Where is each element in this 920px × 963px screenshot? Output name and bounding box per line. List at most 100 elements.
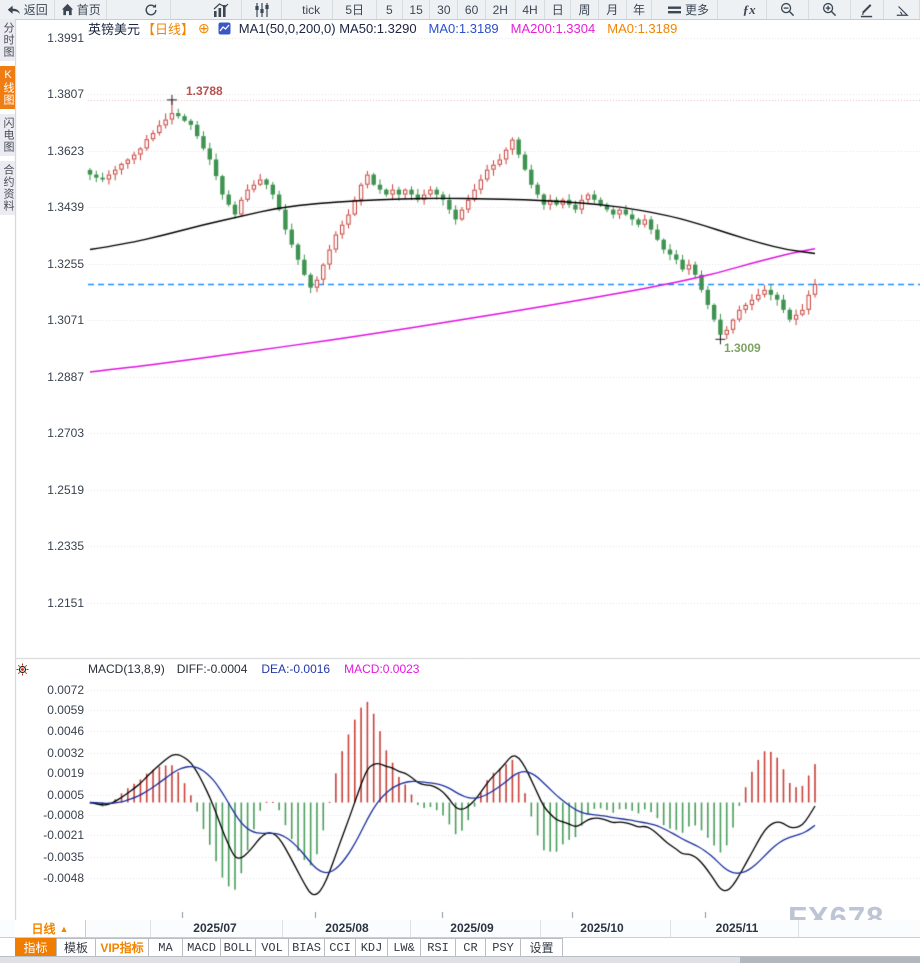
macd-axis-tick: 0.0072 xyxy=(47,683,84,697)
period-tag: 【日线】 xyxy=(142,21,195,37)
macd-axis-tick: 0.0019 xyxy=(47,765,84,780)
indicator-tab-设置[interactable]: 设置 xyxy=(521,938,563,956)
draw-icon[interactable] xyxy=(851,0,885,19)
month-separator xyxy=(798,920,799,937)
price-axis-tick: 1.3807 xyxy=(47,87,84,102)
interval-button-2H[interactable]: 2H xyxy=(486,0,516,19)
sidebar-item-闪电图[interactable]: 闪电图 xyxy=(0,114,15,156)
ma-value-label: MA0:1.3189 xyxy=(607,20,678,36)
macd-axis-tick: 0.0005 xyxy=(47,787,84,802)
indicator-settings-icon[interactable] xyxy=(16,663,29,681)
low-price-annotation: 1.3009 xyxy=(724,341,761,355)
macd-axis-tick: -0.0035 xyxy=(43,850,84,865)
macd-axis-tick: 0.0032 xyxy=(47,745,84,760)
scrollbar-thumb[interactable] xyxy=(740,957,920,963)
price-axis-tick: 1.2151 xyxy=(47,596,84,610)
home-button[interactable]: 首页 xyxy=(55,0,107,19)
bar-chart-icon[interactable] xyxy=(201,0,243,19)
macd-value-label: DIFF:-0.0004 xyxy=(176,662,248,676)
macd-value-label: MACD:0.0023 xyxy=(344,662,420,676)
price-axis-tick: 1.3623 xyxy=(47,143,84,158)
month-separator xyxy=(540,920,541,937)
macd-axis-tick: -0.0048 xyxy=(43,870,84,885)
macd-header: MACD(13,8,9) DIFF:-0.0004 DEA:-0.0016 MACD… xyxy=(88,662,419,676)
interval-button-tick[interactable]: tick xyxy=(290,0,334,19)
month-separator xyxy=(410,920,411,937)
sidebar-item-合约资料[interactable]: 合约资料 xyxy=(0,161,15,215)
indicator-tab-指标[interactable]: 指标 xyxy=(15,938,57,956)
interval-button-月[interactable]: 月 xyxy=(599,0,627,19)
ma-value-label: MA0:1.3189 xyxy=(428,20,499,36)
horizontal-scrollbar[interactable] xyxy=(0,957,920,963)
indicator-tab-MACD[interactable]: MACD xyxy=(183,938,221,956)
interval-button-日[interactable]: 日 xyxy=(545,0,572,19)
x-axis-row: 日线 ▲ 2025/07 2025/08 2025/09 2025/10 2025/11 xyxy=(0,920,920,938)
interval-button-5[interactable]: 5 xyxy=(377,0,403,19)
angle-icon[interactable] xyxy=(884,0,920,19)
interval-button-15[interactable]: 15 xyxy=(403,0,431,19)
interval-button-5日[interactable]: 5日 xyxy=(333,0,377,19)
interval-button-4H[interactable]: 4H xyxy=(516,0,546,19)
high-price-annotation: 1.3788 xyxy=(186,84,223,98)
indicator-tab-RSI[interactable]: RSI xyxy=(421,938,456,956)
month-label: 2025/09 xyxy=(450,921,494,935)
macd-axis-tick: -0.0021 xyxy=(43,828,84,843)
sidebar-item-分时图[interactable]: 分时图 xyxy=(0,19,15,61)
price-axis-tick: 1.3991 xyxy=(47,30,84,45)
indicator-tab-VOL[interactable]: VOL xyxy=(256,938,289,956)
chart-type-icon[interactable] xyxy=(218,22,231,35)
indicator-tab-bar: 指标 模板 VIP指标 MA MACD BOLL VOL BIAS CCI KDJ LW& RSI CR… xyxy=(0,938,920,957)
month-label: 2025/07 xyxy=(193,921,237,935)
macd-axis-tick: 0.0046 xyxy=(47,723,84,738)
month-label: 2025/11 xyxy=(715,921,759,935)
sidebar-item-active-K线图[interactable]: K线图 xyxy=(0,66,15,109)
period-selector[interactable]: 日线 ▲ xyxy=(15,920,86,937)
macd-axis-tick: 0.0059 xyxy=(47,703,84,718)
indicator-tab-CR[interactable]: CR xyxy=(456,938,486,956)
indicator-tab-MA[interactable]: MA xyxy=(149,938,183,956)
month-label: 2025/10 xyxy=(580,921,624,935)
month-separator xyxy=(282,920,283,937)
ma-legend: MA1(50,0,200,0) MA50:1.3290 MA0:1.3189 MA2… xyxy=(239,21,678,36)
macd-axis-tick: -0.0008 xyxy=(43,808,84,822)
interval-button-周[interactable]: 周 xyxy=(571,0,599,19)
ma-value-label: MA200:1.3304 xyxy=(510,20,596,36)
price-axis-tick: 1.2519 xyxy=(47,482,84,497)
month-label: 2025/08 xyxy=(325,921,369,935)
top-toolbar: 返回 首页 tick 5日 5 15 30 60 2H 4H 日周月年更多 ƒx xyxy=(0,0,920,20)
price-pane-header: 英镑美元 【日线】 ⊕ MA1(50,0,200,0) MA50:1.3290 M… xyxy=(88,19,678,37)
symbol-title: 英镑美元 xyxy=(88,21,141,37)
indicator-tab-BIAS[interactable]: BIAS xyxy=(289,938,325,956)
indicator-tab-BOLL[interactable]: BOLL xyxy=(221,938,256,956)
interval-button-年[interactable]: 年 xyxy=(627,0,653,19)
indicator-tab-CCI[interactable]: CCI xyxy=(325,938,356,956)
refresh-icon[interactable] xyxy=(133,0,171,19)
price-axis-tick: 1.2887 xyxy=(47,369,84,384)
indicator-tab-LW&[interactable]: LW& xyxy=(388,938,421,956)
indicator-tab-PSY[interactable]: PSY xyxy=(486,938,521,956)
interval-button-60[interactable]: 60 xyxy=(458,0,486,19)
candle-chart-icon[interactable] xyxy=(242,0,282,19)
month-separator xyxy=(670,920,671,937)
price-axis-tick: 1.2703 xyxy=(47,426,84,441)
price-axis-tick: 1.3255 xyxy=(47,256,84,271)
interval-button-30[interactable]: 30 xyxy=(430,0,459,19)
more-menu-button[interactable]: 更多 xyxy=(660,0,718,19)
ma-value-label: MA1(50,0,200,0) MA50:1.3290 xyxy=(238,20,417,36)
price-axis-tick: 1.2335 xyxy=(47,539,84,554)
zoom-in-icon[interactable] xyxy=(809,0,851,19)
indicator-tab-VIP指标[interactable]: VIP指标 xyxy=(96,938,149,956)
fx-indicator-button[interactable]: ƒx xyxy=(732,0,768,19)
indicator-tab-KDJ[interactable]: KDJ xyxy=(356,938,388,956)
back-button[interactable]: 返回 xyxy=(0,0,56,19)
macd-title: MACD(13,8,9) xyxy=(88,662,165,676)
indicator-tab-模板[interactable]: 模板 xyxy=(57,938,96,956)
macd-value-label: DEA:-0.0016 xyxy=(261,662,331,676)
period-arrow-icon: ▲ xyxy=(59,923,69,934)
price-axis-tick: 1.3439 xyxy=(47,200,84,215)
price-axis-tick: 1.3071 xyxy=(47,313,84,328)
chart-type-sidebar: 分时图 K线图闪电图合约资料 xyxy=(0,19,15,220)
add-indicator-icon[interactable]: ⊕ xyxy=(198,19,210,36)
zoom-out-icon[interactable] xyxy=(767,0,810,19)
